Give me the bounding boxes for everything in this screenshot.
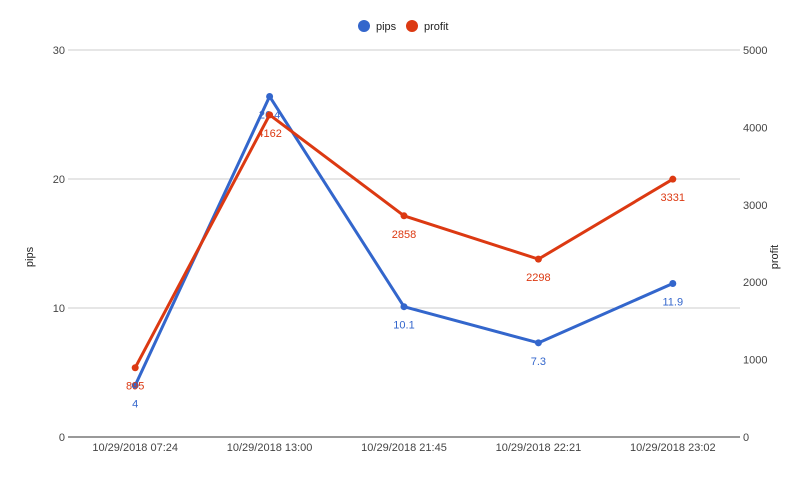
x-tick-label: 10/29/2018 07:24 (92, 442, 178, 454)
right-tick-label: 5000 (743, 45, 767, 57)
x-tick-label: 10/29/2018 22:21 (496, 442, 582, 454)
data-point-profit[interactable] (534, 255, 542, 263)
x-tick-label: 10/29/2018 23:02 (630, 442, 716, 454)
data-point-profit[interactable] (266, 111, 274, 119)
data-label-profit: 2298 (526, 272, 550, 284)
series-line-pips (133, 94, 674, 387)
data-label-profit: 2858 (392, 229, 416, 241)
data-label-pips: 4 (132, 398, 138, 410)
legend-label-pips: pips (376, 21, 397, 33)
right-tick-label: 0 (743, 432, 749, 444)
series-pips: 426.410.17.311.9 (131, 92, 684, 410)
legend-marker-pips (358, 20, 370, 32)
series-profit: 895 4162 2858 2298 3331 (126, 111, 685, 393)
left-tick-label: 10 (53, 303, 65, 315)
legend-label-profit: profit (424, 21, 448, 33)
legend-item-profit[interactable]: profit (406, 20, 448, 33)
right-tick-label: 4000 (743, 122, 767, 134)
right-axis-title: profit (769, 245, 781, 269)
left-tick-label: 30 (53, 45, 65, 57)
data-point-profit[interactable] (400, 212, 408, 220)
right-axis-ticks: 0 1000 2000 3000 4000 5000 (743, 45, 767, 444)
grid-lines (68, 49, 740, 438)
data-point-pips[interactable] (131, 381, 139, 389)
data-point-pips[interactable] (266, 92, 274, 100)
left-tick-label: 0 (59, 432, 65, 444)
x-tick-label: 10/29/2018 21:45 (361, 442, 447, 454)
x-tick-label: 10/29/2018 13:00 (227, 442, 313, 454)
right-tick-label: 1000 (743, 355, 767, 367)
data-label-pips: 7.3 (531, 356, 546, 368)
data-label-profit: 895 (126, 381, 144, 393)
data-label-profit: 4162 (257, 128, 281, 140)
data-point-pips[interactable] (534, 339, 542, 347)
left-tick-label: 20 (53, 174, 65, 186)
data-point-pips[interactable] (400, 303, 408, 311)
legend[interactable]: pips profit (358, 20, 448, 33)
legend-marker-profit (406, 20, 418, 32)
data-point-profit[interactable] (131, 364, 139, 372)
data-point-profit[interactable] (669, 175, 677, 183)
legend-item-pips[interactable]: pips (358, 20, 397, 33)
data-label-pips: 10.1 (393, 320, 414, 332)
right-tick-label: 2000 (743, 277, 767, 289)
right-tick-label: 3000 (743, 200, 767, 212)
data-label-profit: 3331 (661, 192, 685, 204)
data-label-pips: 11.9 (663, 296, 684, 308)
data-point-pips[interactable] (669, 279, 677, 287)
left-axis-title: pips (24, 246, 36, 267)
left-axis-ticks: 0 10 20 30 (53, 45, 65, 444)
x-axis-ticks: 10/29/2018 07:24 10/29/2018 13:00 10/29/20… (92, 442, 715, 454)
